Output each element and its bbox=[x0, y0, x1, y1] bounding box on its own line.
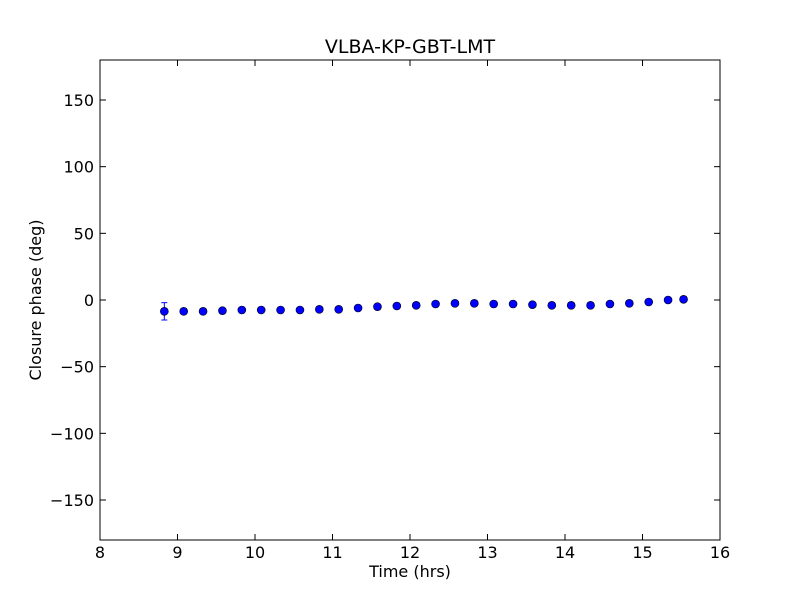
data-point bbox=[160, 307, 169, 316]
plot-frame bbox=[99, 59, 721, 541]
y-tick-label: −100 bbox=[50, 424, 94, 443]
data-point bbox=[411, 301, 421, 310]
x-tick-label: 14 bbox=[555, 543, 575, 562]
x-tick-label: 16 bbox=[710, 543, 730, 562]
data-point bbox=[353, 303, 363, 313]
data-point bbox=[625, 299, 634, 308]
ticks-layer: 8 9 10 11 12 13 14 15 16 −150 −100 −50 0 50 100 150 bbox=[50, 60, 730, 562]
y-tick-label: 50 bbox=[74, 224, 94, 243]
data-point bbox=[470, 299, 479, 308]
data-point bbox=[179, 307, 188, 316]
y-tick-label: −150 bbox=[50, 491, 94, 510]
data-point bbox=[586, 301, 595, 310]
data-point bbox=[295, 305, 305, 315]
y-tick-label: 150 bbox=[63, 91, 94, 110]
y-axis-label: Closure phase (deg) bbox=[26, 219, 45, 380]
data-point bbox=[508, 299, 518, 309]
y-tick-label: −50 bbox=[60, 358, 94, 377]
data-point bbox=[566, 301, 576, 310]
data-point bbox=[392, 301, 402, 311]
data-point bbox=[431, 299, 440, 309]
x-tick-label: 10 bbox=[245, 543, 265, 562]
data-point bbox=[334, 305, 344, 314]
data-point bbox=[450, 299, 460, 308]
data-point bbox=[237, 305, 247, 315]
x-tick-label: 8 bbox=[95, 543, 105, 562]
y-tick-label: 0 bbox=[84, 291, 94, 310]
data-point bbox=[528, 300, 537, 309]
x-axis-label: Time (hrs) bbox=[368, 562, 451, 581]
data-point bbox=[605, 299, 615, 309]
y-tick-label: 100 bbox=[63, 158, 94, 177]
data-point bbox=[679, 295, 688, 304]
x-tick-label: 15 bbox=[632, 543, 652, 562]
x-tick-label: 9 bbox=[172, 543, 182, 562]
data-point bbox=[547, 301, 557, 310]
data-point bbox=[256, 305, 266, 315]
data-point bbox=[276, 305, 285, 315]
data-point bbox=[218, 306, 227, 315]
data-points-layer bbox=[160, 295, 688, 321]
data-point bbox=[644, 297, 654, 307]
x-tick-label: 11 bbox=[322, 543, 342, 562]
data-point bbox=[315, 305, 324, 314]
x-tick-label: 12 bbox=[400, 543, 420, 562]
chart-title: VLBA-KP-GBT-LMT bbox=[325, 36, 496, 58]
data-point bbox=[663, 295, 673, 305]
data-point bbox=[198, 307, 208, 316]
data-point bbox=[373, 302, 382, 311]
data-point bbox=[489, 299, 499, 309]
x-tick-label: 13 bbox=[477, 543, 497, 562]
